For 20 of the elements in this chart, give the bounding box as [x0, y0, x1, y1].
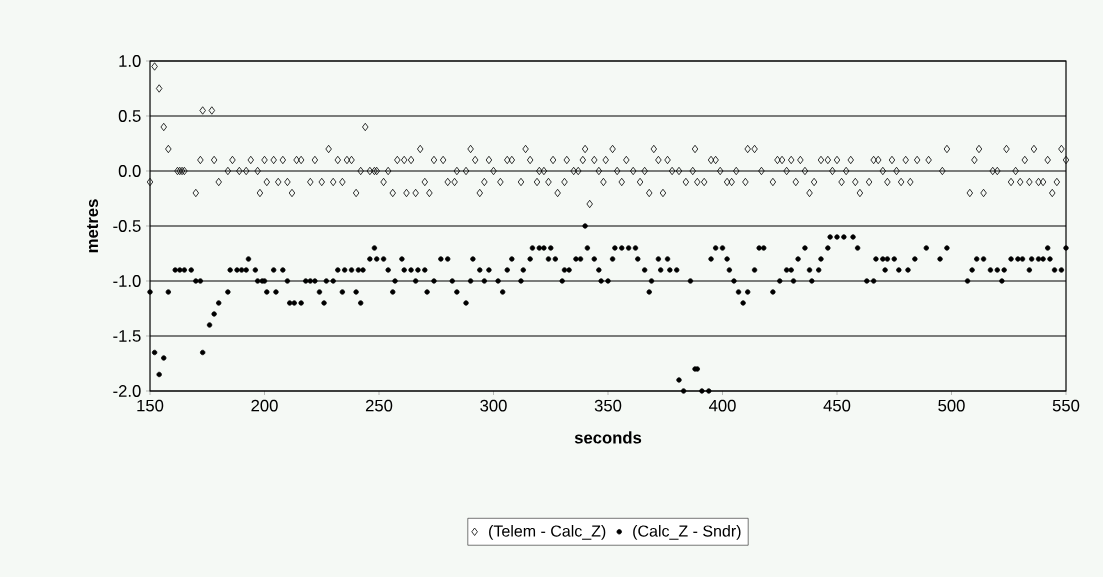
x-tick-label: 350	[594, 399, 622, 412]
y-tick-label: -1.5	[113, 330, 141, 342]
x-tick-label: 300	[480, 399, 507, 412]
x-tick-label: 500	[938, 399, 965, 412]
y-tick-label: 1.0	[119, 55, 141, 67]
x-tick-label: 550	[1052, 399, 1080, 412]
y-tick-label: 0.5	[118, 110, 141, 122]
y-tick-label: -2.0	[113, 385, 141, 397]
x-tick-label: 450	[823, 399, 851, 412]
y-tick-label: 0.0	[118, 165, 141, 177]
x-tick-label: 200	[251, 399, 278, 412]
x-tick-label: 400	[708, 399, 736, 412]
legend-label: (Telem - Calc_Z)	[489, 524, 606, 540]
x-tick-label: 250	[365, 399, 393, 412]
x-tick-label: 150	[137, 399, 164, 412]
y-tick-label: -1.0	[113, 275, 141, 287]
x-axis-title: seconds	[574, 431, 642, 444]
y-axis-title: metres	[87, 199, 99, 253]
y-tick-label: -0.5	[113, 220, 141, 232]
legend-label: (Calc_Z - Sndr)	[633, 524, 741, 540]
